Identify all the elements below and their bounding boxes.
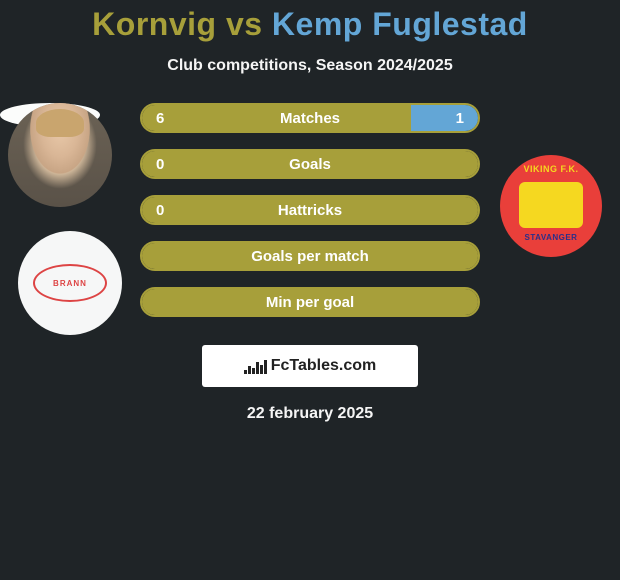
stat-label: Goals <box>142 156 478 173</box>
title-player-right: Kemp Fuglestad <box>272 6 528 42</box>
club-right-logo: VIKING F.K. STAVANGER <box>500 155 602 257</box>
stat-row: Hattricks0 <box>140 195 480 225</box>
stat-label: Matches <box>142 110 478 127</box>
stat-row: Min per goal <box>140 287 480 317</box>
brann-logo-icon: BRANN <box>33 264 107 302</box>
title-player-left: Kornvig <box>92 6 216 42</box>
subtitle: Club competitions, Season 2024/2025 <box>0 57 620 75</box>
title-vs: vs <box>217 6 272 42</box>
viking-logo-center <box>519 182 583 228</box>
viking-logo-bottom-text: STAVANGER <box>507 233 595 242</box>
stat-value-left: 6 <box>156 110 164 127</box>
stat-label: Goals per match <box>142 248 478 265</box>
comparison-card: Kornvig vs Kemp Fuglestad Club competiti… <box>0 0 620 580</box>
stat-value-left: 0 <box>156 202 164 219</box>
club-left-logo: BRANN <box>18 231 122 335</box>
stat-row: Goals per match <box>140 241 480 271</box>
mid-section: BRANN VIKING F.K. STAVANGER Matches6 1 Goa… <box>0 103 620 323</box>
player-photo-placeholder <box>8 103 112 207</box>
stat-bars: Matches61Goals0Hattricks0Goals per match… <box>140 103 480 317</box>
stat-value-right: 1 <box>456 110 464 127</box>
stat-value-left: 0 <box>156 156 164 173</box>
player-left-avatar <box>8 103 112 207</box>
date-text: 22 february 2025 <box>0 405 620 423</box>
stat-row: Goals0 <box>140 149 480 179</box>
brann-logo-text: BRANN <box>53 279 87 288</box>
stat-row: Matches6 1 <box>140 103 480 133</box>
stat-label: Hattricks <box>142 202 478 219</box>
brand-text: FcTables.com <box>271 357 377 375</box>
stat-label: Min per goal <box>142 294 478 311</box>
brand-box: FcTables.com <box>202 345 418 387</box>
chart-bars-icon <box>244 358 267 374</box>
viking-logo-top-text: VIKING F.K. <box>507 164 595 174</box>
page-title: Kornvig vs Kemp Fuglestad <box>0 6 620 43</box>
viking-logo-icon: VIKING F.K. STAVANGER <box>507 162 595 250</box>
